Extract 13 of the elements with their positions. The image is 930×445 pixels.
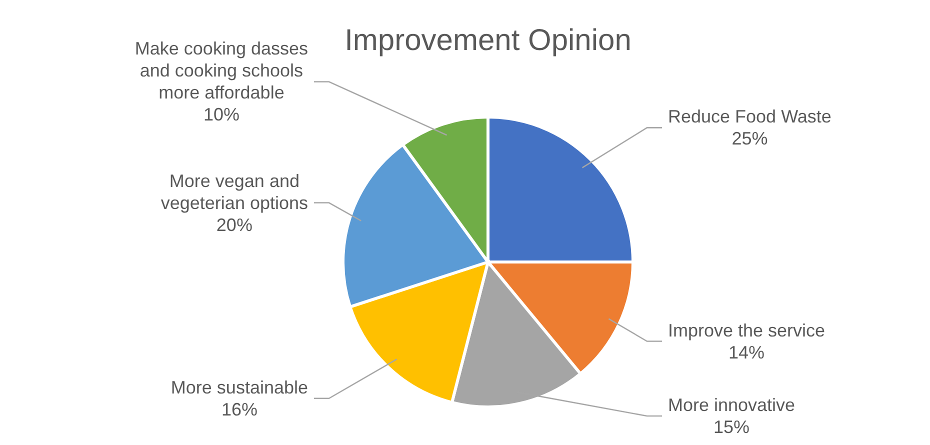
data-label: 20% xyxy=(216,214,252,235)
slice-label: More sustainable xyxy=(170,377,308,398)
data-label: 16% xyxy=(221,399,258,420)
slice-label: More innovative xyxy=(668,395,796,415)
chart-title: Improvement Opinion xyxy=(344,24,632,57)
data-label: 14% xyxy=(728,342,765,362)
data-label: 15% xyxy=(714,417,750,437)
slice-label: More vegan and vegeterian options xyxy=(160,170,308,213)
data-label: 25% xyxy=(732,128,768,149)
slice-label: Reduce Food Waste xyxy=(668,106,832,127)
slice-label: Improve the service xyxy=(668,320,826,340)
data-label: 10% xyxy=(203,104,240,125)
slice-label: Make cooking dasses and cooking schools more affordable xyxy=(134,38,308,103)
